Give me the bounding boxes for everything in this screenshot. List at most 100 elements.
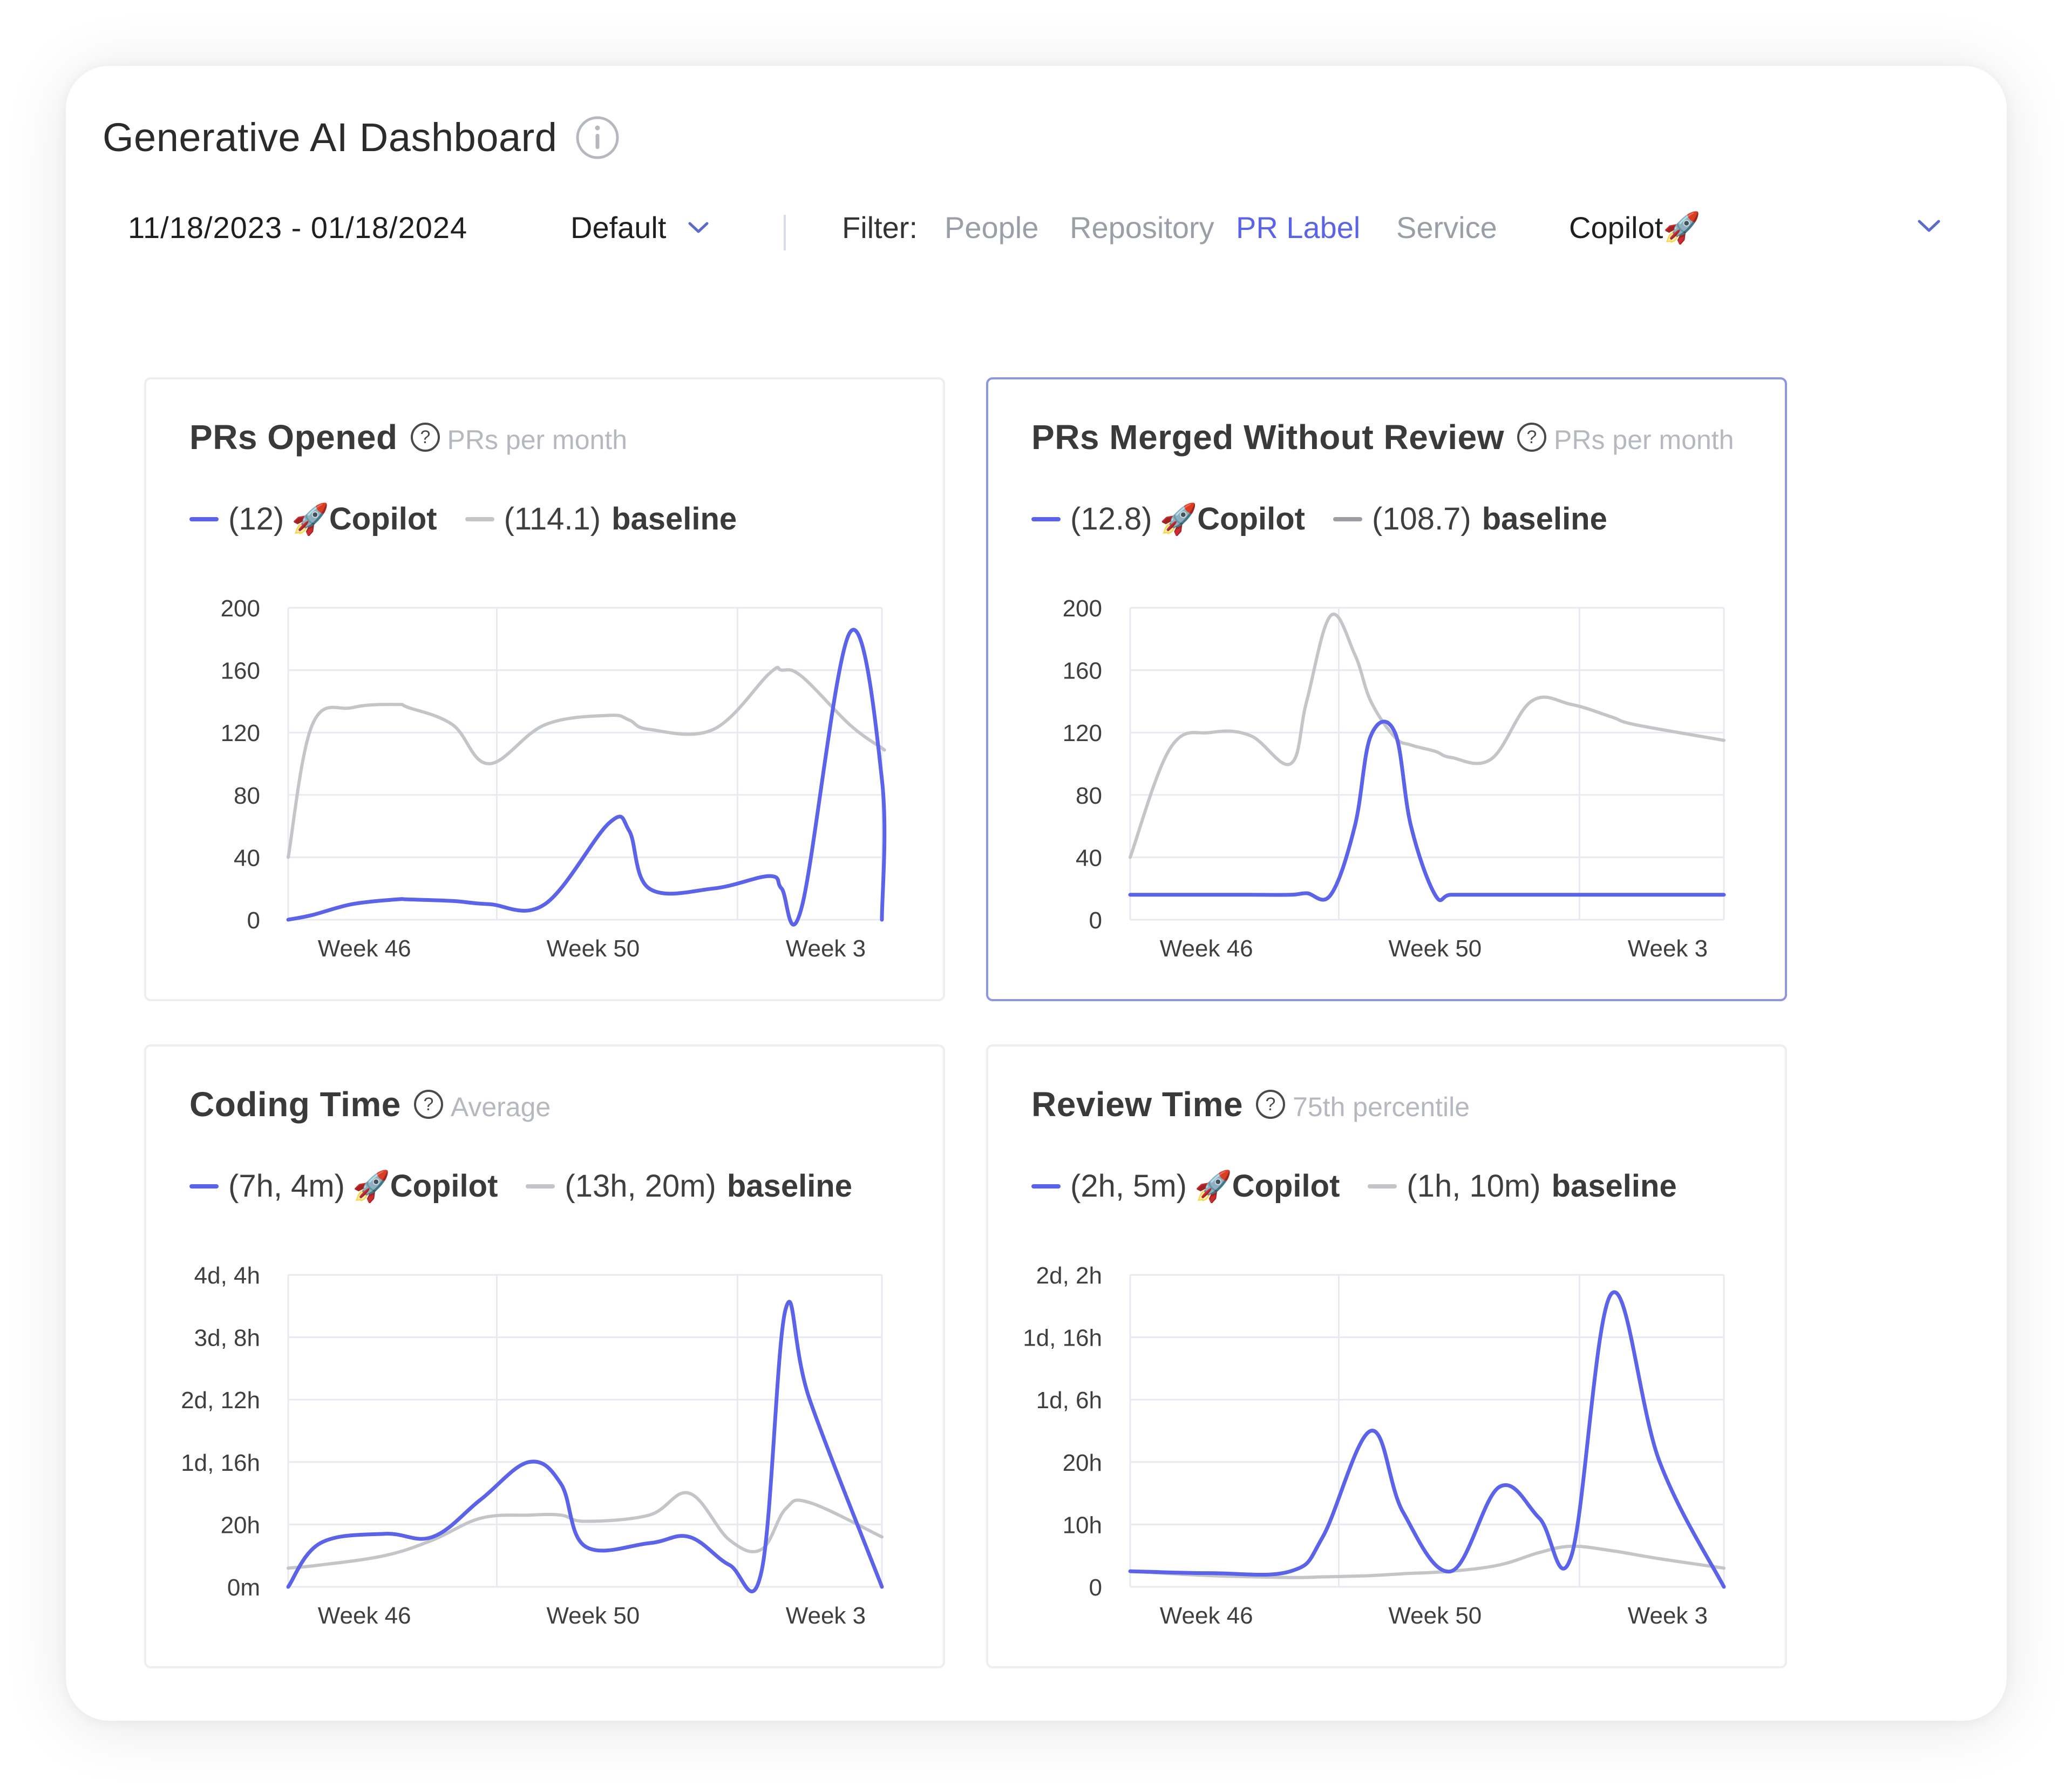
chart-subtitle: PRs per month: [1554, 425, 1734, 455]
y-tick-label: 2d, 2h: [1036, 1262, 1102, 1289]
y-tick-label: 2d, 12h: [181, 1387, 260, 1414]
page-title: Generative AI Dashboard: [103, 115, 558, 160]
preset-select[interactable]: Default: [570, 195, 709, 260]
svg-text:?: ?: [423, 1094, 433, 1115]
chart-header: Coding Time? Average: [189, 1084, 551, 1124]
help-icon[interactable]: ?: [1255, 1089, 1286, 1120]
help-icon[interactable]: ?: [413, 1089, 444, 1120]
y-tick-label: 10h: [1063, 1512, 1102, 1538]
legend-name-copilot: Copilot: [390, 1169, 498, 1204]
x-tick-label: Week 3: [786, 935, 866, 962]
x-tick-label: Week 3: [786, 1602, 866, 1629]
legend-swatch-baseline: [1333, 517, 1362, 521]
series-line-baseline[interactable]: [1129, 1544, 1725, 1579]
y-tick-label: 80: [1076, 783, 1102, 809]
legend-value-baseline: (108.7): [1371, 501, 1471, 537]
legend-swatch-copilot: [1031, 517, 1061, 521]
legend-swatch-baseline: [526, 1184, 555, 1189]
filter-pr-label[interactable]: PR Label: [1236, 210, 1361, 245]
pr-label-select[interactable]: Copilot🚀: [1569, 195, 1701, 260]
legend-swatch-copilot: [189, 517, 219, 521]
filter-people[interactable]: People: [945, 210, 1039, 245]
chevron-down-icon[interactable]: [1917, 219, 1941, 233]
svg-text:?: ?: [420, 427, 430, 447]
filter-repository[interactable]: Repository: [1070, 210, 1214, 245]
legend-swatch-copilot: [189, 1184, 219, 1189]
rocket-icon: 🚀: [1159, 502, 1198, 536]
help-icon[interactable]: ?: [1516, 422, 1547, 453]
y-tick-label: 4d, 4h: [194, 1262, 260, 1289]
info-icon[interactable]: [575, 116, 620, 160]
chart-plot: 0 40 80 120 160 200 Week 46 Week 50 Week 3: [1063, 595, 1726, 962]
pr-label-value: Copilot: [1569, 210, 1663, 245]
legend-value-copilot: (12.8): [1070, 501, 1152, 537]
y-tick-label: 1d, 16h: [181, 1450, 260, 1476]
y-tick-label: 160: [221, 658, 260, 684]
x-tick-label: Week 46: [1160, 1602, 1253, 1629]
filter-service[interactable]: Service: [1396, 210, 1497, 245]
series-line-baseline[interactable]: [287, 1491, 884, 1570]
help-icon[interactable]: ?: [410, 422, 441, 453]
x-tick-label: Week 50: [1388, 935, 1482, 962]
y-tick-label: 40: [234, 845, 260, 871]
legend-series-copilot[interactable]: 🚀Copilot: [291, 501, 437, 537]
chart-plot: 0m 20h 1d, 16h 2d, 12h 3d, 8h 4d, 4h Week 46 We…: [181, 1262, 884, 1629]
series-line-copilot[interactable]: [1128, 1290, 1726, 1589]
y-tick-label: 1d, 16h: [1023, 1325, 1102, 1352]
y-tick-label: 120: [221, 720, 260, 746]
chart-legend: (7h, 4m) 🚀Copilot (13h, 20m) baseline: [189, 1168, 880, 1204]
legend-name-baseline[interactable]: baseline: [1482, 501, 1607, 537]
legend-swatch-baseline: [1368, 1184, 1397, 1189]
legend-series-copilot[interactable]: 🚀Copilot: [1160, 501, 1305, 537]
y-tick-label: 20h: [1063, 1450, 1102, 1476]
chart-title: PRs Merged Without Review: [1031, 418, 1505, 457]
chart-plot: 0 40 80 120 160 200 Week 46 Week 50 Week 3: [221, 595, 887, 962]
filter-label: Filter:: [842, 210, 918, 245]
toolbar-divider: [784, 215, 786, 250]
chart-legend: (2h, 5m) 🚀Copilot (1h, 10m) baseline: [1031, 1168, 1705, 1204]
y-tick-label: 40: [1076, 845, 1102, 871]
legend-name-baseline[interactable]: baseline: [726, 1169, 852, 1204]
legend-swatch-baseline: [465, 517, 494, 521]
chart-panel-prs-opened[interactable]: PRs Opened? PRs per month (12) 🚀Copilot (114…: [144, 377, 945, 1001]
chevron-down-icon: [688, 222, 709, 233]
series-line-copilot[interactable]: [286, 628, 887, 927]
x-tick-label: Week 46: [318, 935, 411, 962]
y-tick-label: 20h: [221, 1512, 260, 1538]
y-tick-label: 120: [1063, 720, 1102, 746]
legend-name-baseline[interactable]: baseline: [612, 501, 737, 537]
x-tick-label: Week 46: [318, 1602, 411, 1629]
chart-legend: (12.8) 🚀Copilot (108.7) baseline: [1031, 501, 1635, 537]
legend-series-copilot[interactable]: 🚀Copilot: [1194, 1168, 1340, 1204]
series-line-baseline[interactable]: [287, 665, 886, 859]
legend-value-baseline: (1h, 10m): [1407, 1169, 1541, 1204]
chart-subtitle: Average: [450, 1092, 551, 1122]
legend-value-copilot: (12): [228, 501, 284, 537]
y-tick-label: 0: [1089, 1574, 1102, 1601]
y-tick-label: 160: [1063, 658, 1102, 684]
legend-swatch-copilot: [1031, 1184, 1061, 1189]
legend-name-copilot: Copilot: [1232, 1169, 1340, 1204]
filter-toolbar: 11/18/2023 - 01/18/2024 Default Filter: …: [66, 195, 2007, 260]
chart-panel-review-time[interactable]: Review Time? 75th percentile (2h, 5m) 🚀Copi…: [986, 1044, 1787, 1668]
y-tick-label: 3d, 8h: [194, 1325, 260, 1352]
series-line-baseline[interactable]: [1129, 612, 1725, 859]
date-range-picker[interactable]: 11/18/2023 - 01/18/2024: [128, 210, 468, 245]
y-tick-label: 200: [221, 595, 260, 622]
y-tick-label: 0: [247, 907, 260, 934]
legend-name-baseline[interactable]: baseline: [1551, 1169, 1677, 1204]
rocket-icon: 🚀: [1663, 210, 1701, 245]
chart-panel-coding-time[interactable]: Coding Time? Average (7h, 4m) 🚀Copilot (13h,…: [144, 1044, 945, 1668]
y-tick-label: 80: [234, 783, 260, 809]
series-line-copilot[interactable]: [1128, 719, 1726, 902]
y-tick-label: 200: [1063, 595, 1102, 622]
rocket-icon: 🚀: [291, 502, 329, 536]
legend-series-copilot[interactable]: 🚀Copilot: [352, 1168, 498, 1204]
series-line-copilot[interactable]: [286, 1300, 884, 1593]
chart-subtitle: 75th percentile: [1293, 1092, 1470, 1122]
x-tick-label: Week 50: [1388, 1602, 1482, 1629]
chart-header: PRs Opened? PRs per month: [189, 417, 627, 457]
chart-panel-prs-merged-without-review[interactable]: PRs Merged Without Review? PRs per month (…: [986, 377, 1787, 1001]
y-tick-label: 1d, 6h: [1036, 1387, 1102, 1414]
legend-name-copilot: Copilot: [1197, 501, 1305, 537]
